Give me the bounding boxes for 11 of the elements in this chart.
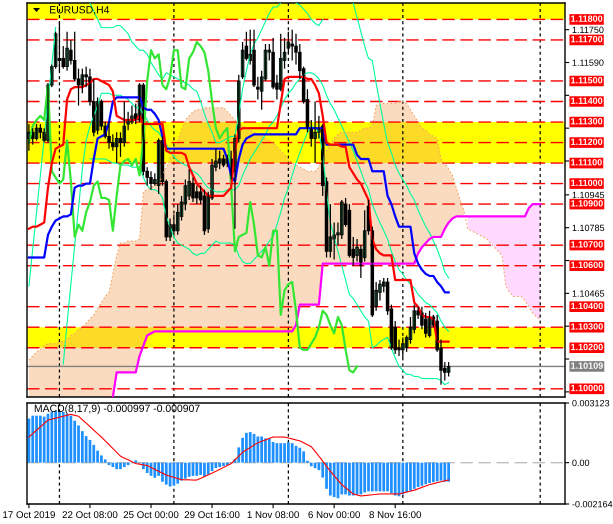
- y-tick-label: 0.003123: [572, 400, 610, 406]
- x-tick-label: 17 Oct 2019: [3, 511, 55, 518]
- x-tick-label: 6 Nov 00:00: [308, 511, 360, 518]
- y-tick-label: 0.00: [572, 460, 590, 466]
- y-tick-label: -0.002164: [572, 500, 612, 508]
- x-tick-label: 22 Oct 08:00: [62, 511, 118, 518]
- x-tick-label: 25 Oct 00:00: [124, 511, 178, 518]
- x-tick-label: 8 Nov 16:00: [369, 511, 422, 518]
- x-tick-label: 1 Nov 08:00: [248, 511, 299, 518]
- x-tick-label: 29 Oct 16:00: [184, 511, 240, 518]
- chart-title: MACD(8,17,9) -0.000997 -0.000907: [34, 404, 200, 414]
